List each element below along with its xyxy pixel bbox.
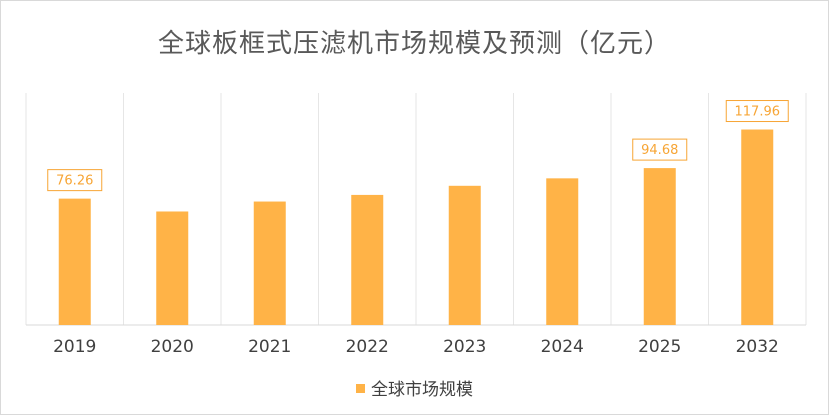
- bar-2024: [546, 178, 579, 325]
- x-tick-layer: 2019 2020 2021 2022 2023 2024 2025 2032: [53, 337, 779, 357]
- x-tick-label: 2023: [443, 337, 486, 357]
- x-tick-label: 2022: [346, 337, 389, 357]
- data-label-box: [632, 138, 688, 161]
- bar-2025: [643, 168, 676, 325]
- data-label: 94.68: [641, 143, 678, 158]
- bar-2022: [351, 194, 384, 325]
- bar-2023: [448, 185, 481, 325]
- legend: 全球市场规模: [1, 375, 828, 400]
- legend-label: 全球市场规模: [371, 380, 473, 400]
- data-label: 76.26: [56, 174, 93, 189]
- bar-2020: [156, 211, 189, 325]
- chart-title: 全球板框式压滤机市场规模及预测（亿元）: [157, 29, 671, 59]
- data-label-layer: 76.26 94.68 117.96: [47, 100, 789, 192]
- bar-2032: [741, 129, 774, 325]
- x-tick-label: 2020: [151, 337, 194, 357]
- legend-swatch: [356, 383, 365, 393]
- data-label-box: [725, 100, 789, 123]
- x-tick-label: 2032: [736, 337, 779, 357]
- x-tick-label: 2024: [541, 337, 584, 357]
- data-label: 117.96: [735, 105, 781, 120]
- grid-layer: [25, 93, 807, 325]
- bar-2019: [58, 198, 91, 325]
- x-tick-label: 2021: [248, 337, 291, 357]
- x-tick-label: 2019: [53, 337, 96, 357]
- bar-layer: [58, 129, 774, 325]
- bar-2021: [253, 201, 286, 325]
- data-label-box: [47, 169, 103, 192]
- x-tick-label: 2025: [638, 337, 681, 357]
